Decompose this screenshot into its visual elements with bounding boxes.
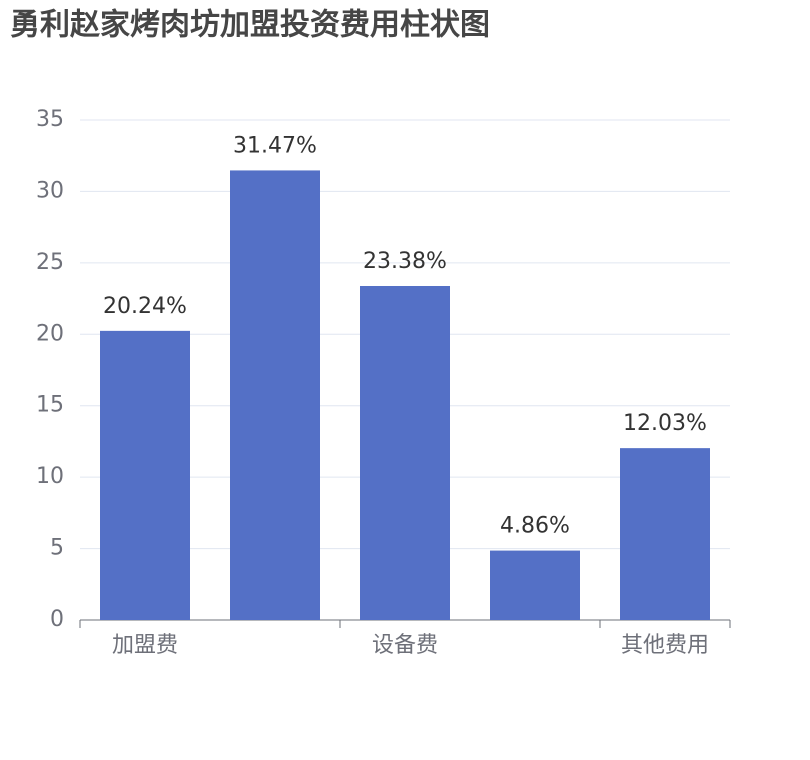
y-tick-label: 20 xyxy=(36,321,64,346)
value-label: 31.47% xyxy=(233,133,317,158)
y-tick-label: 5 xyxy=(50,536,64,561)
value-label: 23.38% xyxy=(363,249,447,274)
chart-title: 勇利赵家烤肉坊加盟投资费用柱状图 xyxy=(10,8,490,43)
bar xyxy=(620,448,710,620)
value-label: 4.86% xyxy=(500,514,570,539)
y-tick-label: 30 xyxy=(36,178,64,203)
x-tick-label: 加盟费 xyxy=(112,633,178,658)
bar xyxy=(230,170,320,620)
x-tick-label: 其他费用 xyxy=(621,633,709,658)
x-tick-label: 设备费 xyxy=(372,633,438,658)
y-tick-label: 35 xyxy=(36,107,64,132)
bar xyxy=(360,286,450,620)
bar xyxy=(490,550,580,620)
y-tick-label: 10 xyxy=(36,464,64,489)
value-label: 20.24% xyxy=(103,294,187,319)
y-tick-label: 0 xyxy=(50,607,64,632)
bar xyxy=(100,330,190,620)
y-tick-label: 25 xyxy=(36,250,64,275)
value-label: 12.03% xyxy=(623,411,707,436)
y-tick-label: 15 xyxy=(36,393,64,418)
